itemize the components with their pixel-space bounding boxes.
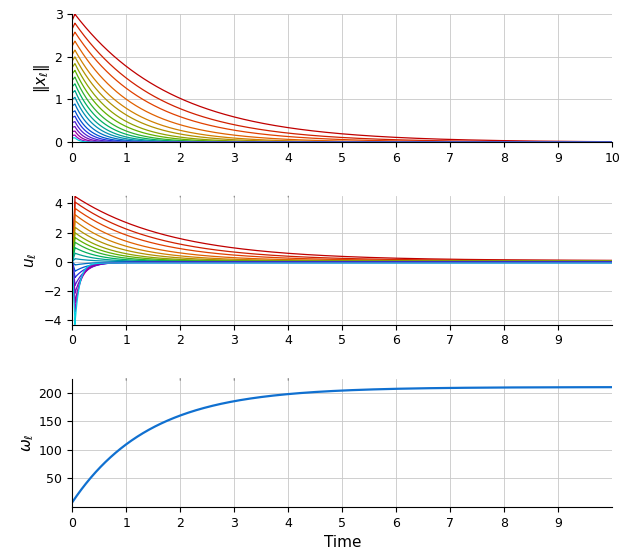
Y-axis label: $\Vert x_\ell \Vert$: $\Vert x_\ell \Vert$ [32,64,51,93]
X-axis label: Time: Time [323,535,361,550]
Y-axis label: $\omega_\ell$: $\omega_\ell$ [20,433,36,452]
Y-axis label: $u_\ell$: $u_\ell$ [23,253,38,268]
